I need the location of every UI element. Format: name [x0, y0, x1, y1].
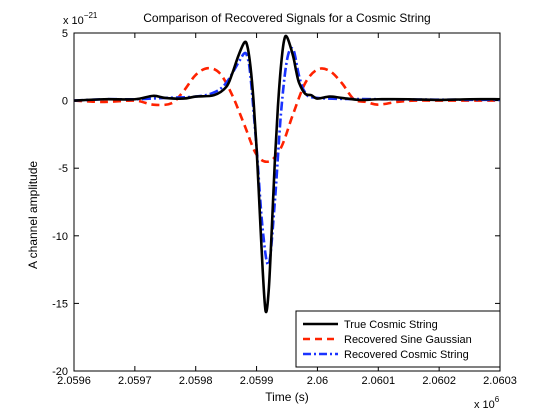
plot-area: 2.0596 2.0597 2.0598 2.0599 2.06 2.0601 2.0602… — [52, 28, 517, 387]
y-axis-label: A channel amplitude — [26, 161, 40, 269]
y-tick-label: -10 — [52, 231, 68, 243]
x-multiplier-base: x 10 — [474, 399, 495, 411]
legend-label-true-cosmic-string: True Cosmic String — [344, 319, 438, 331]
y-multiplier-base: x 10 — [63, 15, 84, 27]
x-tick-label: 2.0597 — [118, 375, 152, 387]
series-line-true-cosmic-string — [74, 34, 500, 314]
chart-title: Comparison of Recovered Signals for a Co… — [143, 11, 430, 25]
x-tick-label: 2.0601 — [361, 375, 395, 387]
x-tick-label: 2.0603 — [483, 375, 517, 387]
legend: True Cosmic String Recovered Sine Gaussi… — [295, 310, 501, 368]
x-multiplier-exponent: 6 — [495, 395, 500, 404]
x-tick-label: 2.0599 — [240, 375, 274, 387]
x-tick-label: 2.0602 — [422, 375, 456, 387]
legend-label-recovered-sine-gaussian: Recovered Sine Gaussian — [344, 334, 472, 346]
y-multiplier: x 10−21 — [63, 11, 98, 27]
x-tick-label: 2.0598 — [179, 375, 213, 387]
x-axis-label: Time (s) — [265, 390, 309, 404]
series-line-recovered-cosmic-string — [74, 46, 500, 267]
y-tick-label: -5 — [58, 163, 68, 175]
x-tick-label: 2.06 — [307, 375, 328, 387]
y-tick-label: -20 — [52, 366, 68, 378]
x-multiplier: x 106 — [474, 395, 500, 411]
axes-box — [73, 32, 501, 372]
series-line-recovered-sine-gaussian — [74, 66, 500, 164]
x-tick-label: 2.0596 — [57, 375, 91, 387]
y-tick-label: 5 — [62, 28, 68, 40]
y-tick-label: -15 — [52, 298, 68, 310]
y-multiplier-exponent: −21 — [84, 11, 98, 20]
y-tick-label: 0 — [62, 96, 68, 108]
legend-label-recovered-cosmic-string: Recovered Cosmic String — [344, 349, 469, 361]
